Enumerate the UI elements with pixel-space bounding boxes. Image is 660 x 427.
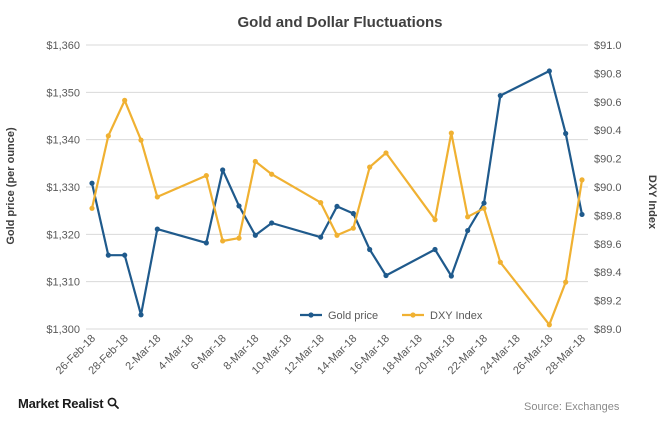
y-left-tick-label: $1,310 bbox=[46, 277, 80, 289]
data-point bbox=[448, 273, 454, 279]
data-point bbox=[497, 259, 503, 265]
y-right-tick-label: $89.0 bbox=[594, 324, 622, 336]
y-left-tick-label: $1,330 bbox=[46, 182, 80, 194]
data-point bbox=[563, 279, 569, 285]
y-right-tick-label: $91.0 bbox=[594, 40, 622, 52]
chart-title: Gold and Dollar Fluctuations bbox=[237, 14, 442, 31]
data-point bbox=[89, 205, 95, 211]
data-point bbox=[481, 205, 487, 211]
y-left-tick-label: $1,300 bbox=[46, 324, 80, 336]
y-right-tick-label: $89.4 bbox=[594, 267, 622, 279]
series-dxy-index bbox=[89, 97, 585, 328]
data-point bbox=[138, 312, 144, 318]
data-point bbox=[579, 211, 585, 218]
data-point bbox=[269, 171, 275, 177]
data-point bbox=[350, 210, 356, 217]
data-point bbox=[334, 203, 340, 210]
legend-label: Gold price bbox=[328, 310, 378, 322]
series-line bbox=[90, 99, 584, 326]
plot-area bbox=[89, 68, 585, 328]
legend: Gold price DXY Index bbox=[300, 310, 483, 322]
data-point bbox=[432, 217, 438, 223]
y-right-tick-label: $90.2 bbox=[594, 154, 622, 166]
data-point bbox=[383, 150, 389, 156]
data-point bbox=[465, 214, 471, 220]
data-point bbox=[138, 137, 144, 143]
legend-marker bbox=[308, 312, 314, 318]
data-point bbox=[122, 252, 128, 258]
data-point bbox=[269, 220, 275, 226]
source-note: Source: Exchanges bbox=[524, 401, 620, 413]
data-point bbox=[105, 133, 111, 139]
data-point bbox=[318, 200, 324, 206]
data-point bbox=[497, 93, 503, 99]
y-axis-label-left: Gold price (per ounce) bbox=[5, 127, 17, 245]
y-left-tick-label: $1,320 bbox=[46, 229, 80, 241]
data-point bbox=[252, 158, 258, 165]
data-point bbox=[465, 227, 471, 234]
gridlines bbox=[86, 44, 588, 330]
data-point bbox=[122, 97, 128, 103]
data-point bbox=[579, 177, 585, 183]
y-right-tick-label: $90.4 bbox=[594, 125, 622, 137]
data-point bbox=[89, 180, 95, 186]
data-point bbox=[318, 234, 324, 240]
data-point bbox=[546, 68, 552, 74]
data-point bbox=[350, 225, 356, 231]
series-gold-price bbox=[89, 68, 585, 318]
y-right-tick-label: $90.0 bbox=[594, 182, 622, 194]
y-right-tick-label: $90.6 bbox=[594, 97, 622, 109]
data-point bbox=[236, 203, 242, 209]
data-point bbox=[154, 194, 160, 200]
y-axis-left: $1,300 $1,310 $1,320 $1,330 $1,340 $1,350 $1,3… bbox=[46, 40, 80, 336]
data-point bbox=[154, 226, 160, 232]
data-point bbox=[105, 252, 111, 258]
legend-marker bbox=[410, 312, 416, 318]
brand-logo: Market Realist bbox=[18, 396, 119, 411]
data-point bbox=[334, 232, 340, 238]
y-right-tick-label: $89.2 bbox=[594, 296, 622, 308]
y-axis-label-right: DXY Index bbox=[646, 175, 658, 230]
data-point bbox=[383, 272, 389, 279]
data-point bbox=[220, 238, 226, 244]
y-left-tick-label: $1,350 bbox=[46, 87, 80, 99]
y-left-tick-label: $1,360 bbox=[46, 40, 80, 52]
x-axis: 26-Feb-1828-Feb-182-Mar-184-Mar-186-Mar-… bbox=[54, 333, 588, 377]
data-point bbox=[252, 232, 258, 238]
y-right-tick-label: $90.8 bbox=[594, 68, 622, 80]
legend-label: DXY Index bbox=[430, 310, 483, 322]
data-point bbox=[367, 246, 373, 253]
data-point bbox=[367, 164, 373, 170]
y-right-tick-label: $89.6 bbox=[594, 239, 622, 251]
data-point bbox=[203, 173, 209, 179]
data-point bbox=[448, 130, 454, 136]
y-left-tick-label: $1,340 bbox=[46, 135, 80, 147]
data-point bbox=[563, 130, 569, 137]
data-point bbox=[220, 167, 226, 173]
y-right-tick-label: $89.8 bbox=[594, 210, 622, 222]
y-axis-right: $89.0 $89.2 $89.4 $89.6 $89.8 $90.0 $90.2 $90.4… bbox=[594, 40, 622, 336]
data-point bbox=[432, 246, 438, 253]
data-point bbox=[203, 240, 209, 246]
data-point bbox=[481, 200, 487, 206]
magnifier-icon bbox=[107, 397, 119, 409]
data-point bbox=[236, 235, 242, 241]
brand-name: Market Realist bbox=[18, 396, 104, 411]
data-point bbox=[546, 322, 552, 328]
